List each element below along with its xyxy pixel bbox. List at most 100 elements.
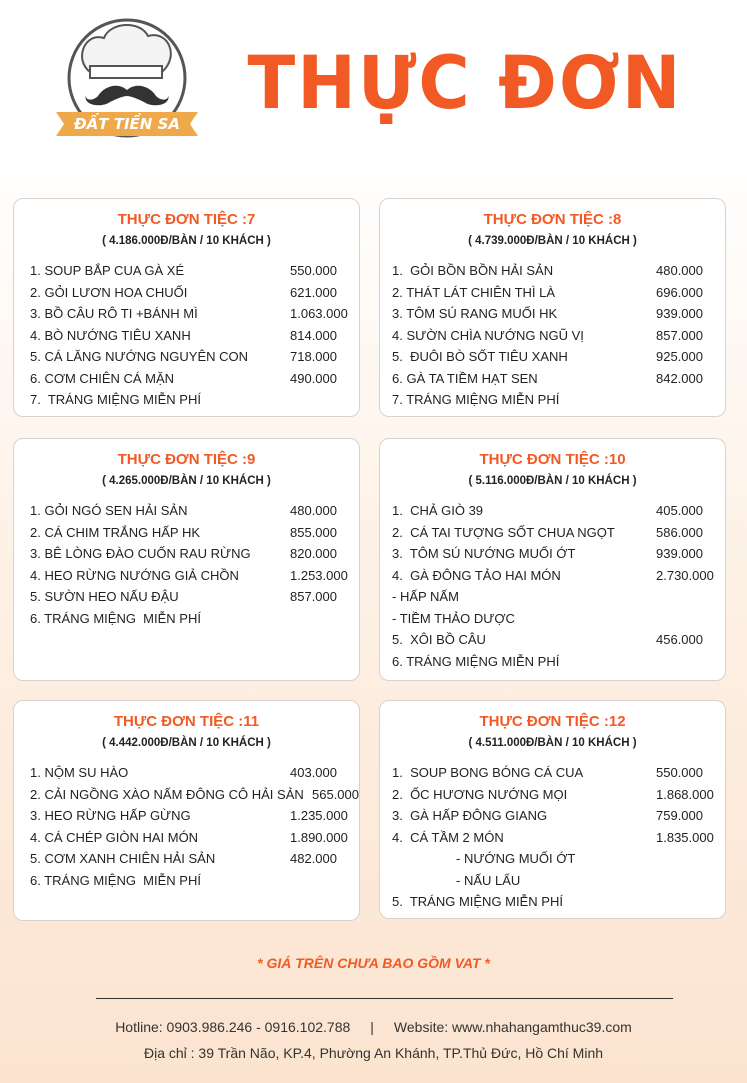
menu-title: THỰC ĐƠN TIỆC :10 [479,451,626,468]
item-name: 4. SƯỜN CHÌA NƯỚNG NGŨ VỊ [392,327,584,343]
item-name: 1. NỘM SU HÀO [30,765,129,780]
item-price: 1.835.000 [656,829,714,845]
menu-item: 6. GÀ TA TIỀM HẠT SEN 842.000 [380,368,725,390]
item-name: 4. BÒ NƯỚNG TIÊU XANH [30,327,191,343]
item-price: 490.000 [290,370,337,386]
hat-band [89,65,163,79]
menu-price: ( 4.186.000Đ/BÀN / 10 KHÁCH ) [102,235,271,247]
contact: Hotline: 0903.986.246 - 0916.102.788 | Web… [0,1019,747,1035]
logo-text: ĐẤT TIỀN SA [73,112,180,133]
item-name: 3. BỒ CÂU RÔ TI +BÁNH MÌ [30,306,198,321]
option-name: - TIỀM THẢO DƯỢC [392,610,515,626]
item-name: 4. CÁ CHÉP GIÒN HAI MÓN [30,829,199,845]
option-name: - HẤP NẤM [392,589,459,604]
item-price: 1.253.000 [290,567,348,583]
menu-item: 4. HEO RỪNG NƯỚNG GIẢ CHỒN 1.253.000 [14,565,359,587]
separator: | [370,1019,374,1035]
menu-price: ( 4.442.000Đ/BÀN / 10 KHÁCH ) [102,737,271,749]
menu-item: 6. CƠM CHIÊN CÁ MẶN 490.000 [14,368,359,390]
item-price: 550.000 [290,263,337,278]
menu-item: 5. TRÁNG MIỆNG MIỄN PHÍ [380,891,725,913]
hotline: Hotline: 0903.986.246 - 0916.102.788 [115,1019,351,1035]
menu-title: THỰC ĐƠN TIỆC :9 [117,451,256,468]
item-price: 403.000 [290,765,337,780]
item-name: 7. TRÁNG MIỆNG MIỄN PHÍ [30,392,201,407]
address: Địa chỉ : 39 Trần Não, KP.4, Phường An K… [143,1045,604,1061]
item-price: 857.000 [656,327,703,343]
item-price: 759.000 [656,808,703,823]
menu-price: ( 4.265.000Đ/BÀN / 10 KHÁCH ) [102,475,271,487]
menu-title: THỰC ĐƠN TIỆC :11 [113,713,260,730]
item-name: 5. CÁ LĂNG NƯỚNG NGUYÊN CON [30,349,249,364]
item-name: 2. GỎI LƯƠN HOA CHUỐI [30,284,188,300]
item-price: 565.000 [312,786,359,802]
mustache [85,85,169,106]
menu-price: ( 5.116.000Đ/BÀN / 10 KHÁCH ) [468,475,637,487]
menu-item: 6. TRÁNG MIỆNG MIỄN PHÍ [380,651,725,673]
logo-banner [56,112,198,136]
item-price: 456.000 [656,632,703,647]
menu-title: THỰC ĐƠN TIỆC :7 [117,211,256,228]
menu-box: THỰC ĐƠN TIỆC :12 ( 4.511.000Đ/BÀN / 10 K… [379,700,726,919]
menu-title: THỰC ĐƠN TIỆC :8 [483,211,622,228]
item-option: - NƯỚNG MUỐI ỚT [380,848,725,870]
item-name: 5. TRÁNG MIỆNG MIỄN PHÍ [392,894,563,909]
menu-box: THỰC ĐƠN TIỆC :8 ( 4.739.000Đ/BÀN / 10 KH… [379,198,726,417]
menu-box: THỰC ĐƠN TIỆC :10 ( 5.116.000Đ/BÀN / 10 K… [379,438,726,681]
menu-item: 2. CẢI NGỒNG XÀO NẤM ĐÔNG CÔ HẢI SẢN 565.… [14,784,359,806]
menu-item: 3. TÔM SÚ NƯỚNG MUỐI ỚT 939.000 [380,543,725,565]
item-option: - HẤP NẤM [380,586,725,608]
menu-item: 6. TRÁNG MIỆNG MIỄN PHÍ [14,870,359,892]
item-name: 7. TRÁNG MIỆNG MIỄN PHÍ [392,392,560,407]
menu-item: 4. BÒ NƯỚNG TIÊU XANH 814.000 [14,325,359,347]
item-name: 4. GÀ ĐÔNG TẢO HAI MÓN [392,567,561,583]
item-option: - TIỀM THẢO DƯỢC [380,608,725,630]
chef-hat [81,23,172,73]
website: Website: www.nhahangamthuc39.com [393,1019,632,1035]
menu-item: 1. SOUP BONG BÓNG CÁ CUA 550.000 [380,762,725,784]
menu-item: 5. XÔI BỒ CÂU 456.000 [380,629,725,651]
menu-item: 4. SƯỜN CHÌA NƯỚNG NGŨ VỊ 857.000 [380,325,725,347]
item-name: 2. CẢI NGỒNG XÀO NẤM ĐÔNG CÔ HẢI SẢN [30,786,304,802]
logo: ĐẤT TIỀN SA [56,18,198,138]
item-price: 718.000 [290,349,337,364]
item-price: 550.000 [656,765,703,780]
item-price: 405.000 [656,503,703,518]
item-name: 3. HEO RỪNG HẤP GỪNG [30,808,191,823]
menu-item: 7. TRÁNG MIỆNG MIỄN PHÍ [380,389,725,411]
vat-note: * GIÁ TRÊN CHƯA BAO GỒM VAT * [257,955,490,971]
menu-item: 6. TRÁNG MIỆNG MIỄN PHÍ [14,608,359,630]
option-name: - NẤU LẨU [456,872,521,888]
menu-item: 1. NỘM SU HÀO 403.000 [14,762,359,784]
menu-item: 4. CÁ CHÉP GIÒN HAI MÓN 1.890.000 [14,827,359,849]
menu-item: 1. CHẢ GIÒ 39 405.000 [380,500,725,522]
menu-item: 5. SƯỜN HEO NẤU ĐẬU 857.000 [14,586,359,608]
menu-item: 3. TÔM SÚ RANG MUỐI HK 939.000 [380,303,725,325]
menu-item: 2. THÁT LÁT CHIÊN THÌ LÀ 696.000 [380,282,725,304]
menu-title: THỰC ĐƠN TIỆC :12 [479,713,626,730]
item-name: 3. BÊ LÒNG ĐÀO CUỐN RAU RỪNG [30,546,251,561]
menu-item: 3. HEO RỪNG HẤP GỪNG 1.235.000 [14,805,359,827]
item-price: 939.000 [656,306,703,321]
menu-item: 5. CÁ LĂNG NƯỚNG NGUYÊN CON 718.000 [14,346,359,368]
item-name: 6. TRÁNG MIỆNG MIỄN PHÍ [30,872,201,888]
menu-item: 4. CÁ TẦM 2 MÓN 1.835.000 [380,827,725,849]
menu-item: 2. CÁ TAI TƯỢNG SỐT CHUA NGỌT 586.000 [380,522,725,544]
item-name: 5. ĐUÔI BÒ SỐT TIÊU XANH [392,349,568,364]
item-name: 1. GỎI BỒN BỒN HẢI SẢN [392,263,554,278]
menu-box: THỰC ĐƠN TIỆC :11 ( 4.442.000Đ/BÀN / 10 K… [13,700,360,921]
menu-box: THỰC ĐƠN TIỆC :7 ( 4.186.000Đ/BÀN / 10 KH… [13,198,360,417]
item-name: 3. GÀ HẤP ĐÔNG GIANG [392,808,548,823]
menu-item: 1. GỎI BỒN BỒN HẢI SẢN 480.000 [380,260,725,282]
menu-box: THỰC ĐƠN TIỆC :9 ( 4.265.000Đ/BÀN / 10 KH… [13,438,360,681]
item-name: 5. XÔI BỒ CÂU [392,632,486,647]
menu-item: 3. BỒ CÂU RÔ TI +BÁNH MÌ 1.063.000 [14,303,359,325]
menu-item: 3. GÀ HẤP ĐÔNG GIANG 759.000 [380,805,725,827]
item-name: 6. CƠM CHIÊN CÁ MẶN [30,370,175,386]
item-price: 925.000 [656,349,703,364]
menu-item: 5. ĐUÔI BÒ SỐT TIÊU XANH 925.000 [380,346,725,368]
menu-price: ( 4.511.000Đ/BÀN / 10 KHÁCH ) [468,737,637,749]
item-price: 586.000 [656,524,703,540]
item-price: 820.000 [290,546,337,561]
